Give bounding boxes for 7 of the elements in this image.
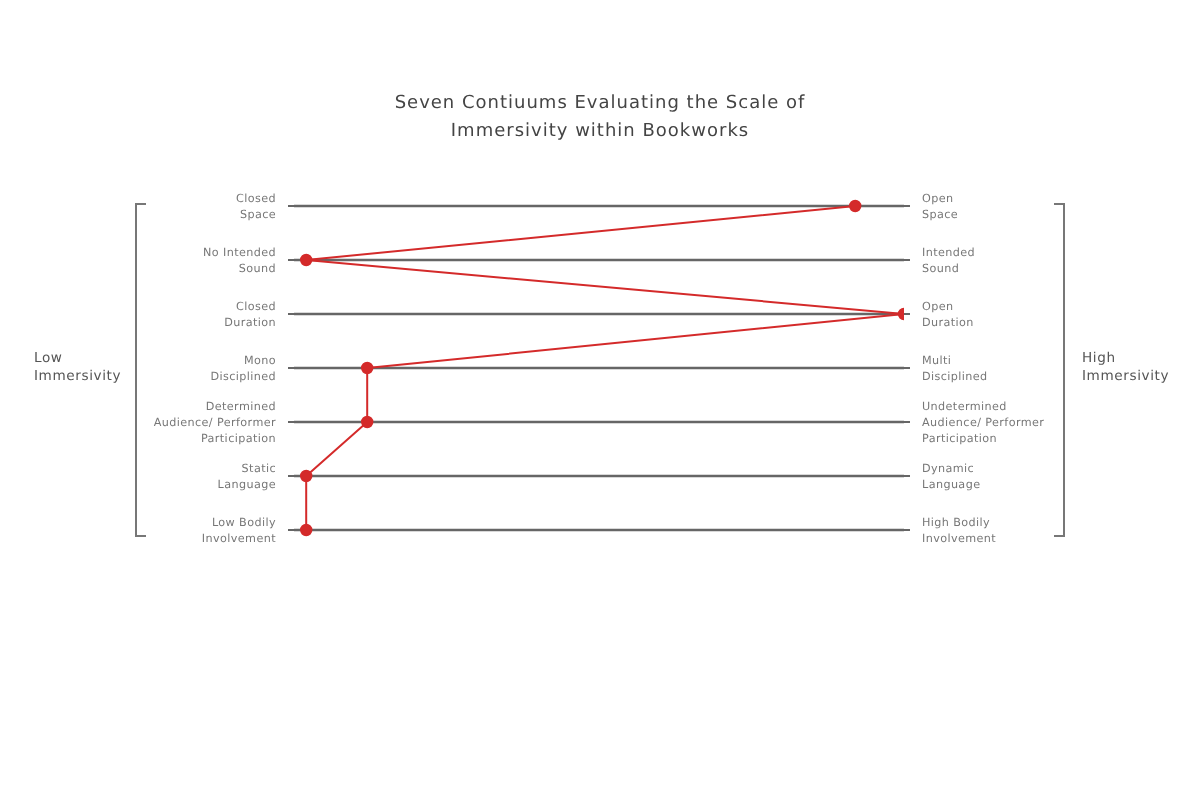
point bbox=[361, 361, 374, 375]
chart-title: Seven Contiuums Evaluating the Scale of Immersivity within Bookworks bbox=[392, 92, 808, 146]
point bbox=[300, 253, 313, 267]
point bbox=[849, 199, 862, 213]
point bbox=[300, 469, 313, 483]
point bbox=[361, 415, 374, 429]
point bbox=[300, 523, 313, 537]
